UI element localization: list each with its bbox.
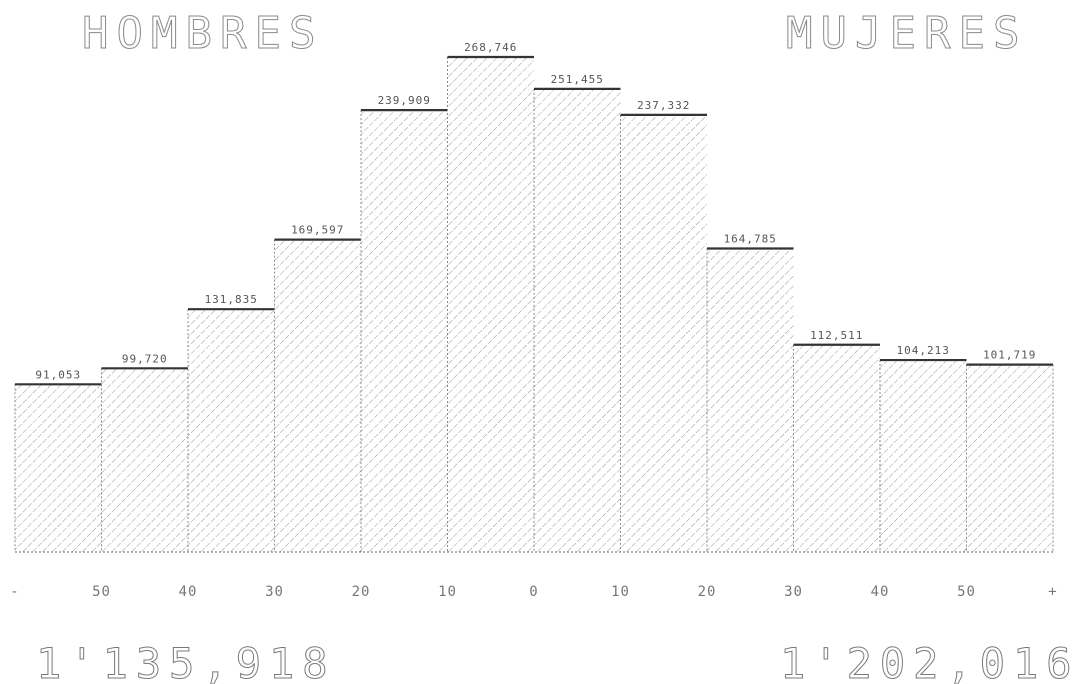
x-tick-label: 50 [957, 584, 976, 600]
bar [706, 247, 794, 553]
x-tick-label: 50 [92, 584, 111, 600]
bar [274, 238, 361, 552]
bar [447, 55, 534, 552]
x-tick-label: 40 [179, 584, 198, 600]
x-tick-label: 0 [529, 584, 538, 600]
bar-value-label: 268,746 [464, 41, 517, 54]
bar [360, 109, 448, 553]
bar [101, 367, 188, 552]
x-tick-label: + [1048, 584, 1057, 600]
bar-value-label: 237,332 [637, 99, 690, 112]
total-right: 1'202,016 [780, 639, 1079, 684]
bar-value-label: 131,835 [205, 293, 258, 306]
bar [187, 308, 275, 552]
bar-value-label: 251,455 [551, 73, 604, 86]
x-tick-label: - [10, 584, 19, 600]
total-left: 1'135,918 [36, 639, 336, 684]
bar-value-label: 91,053 [35, 368, 81, 381]
x-tick-label: 30 [784, 584, 803, 600]
bar [793, 343, 880, 552]
x-axis-ticks: - 50 40 30 20 10 0 10 20 30 40 50 + [10, 584, 1057, 600]
bar-value-label: 99,720 [122, 352, 168, 365]
value-labels: 91,053 99,720 131,835 169,597 239,909 268,746… [35, 41, 1036, 381]
bar-value-label: 239,909 [378, 94, 431, 107]
x-tick-label: 40 [871, 584, 890, 600]
x-tick-label: 30 [265, 584, 284, 600]
bar [533, 87, 621, 552]
bars [14, 55, 1054, 553]
bar-value-label: 104,213 [897, 344, 950, 357]
bar [14, 383, 102, 552]
bar [966, 363, 1054, 552]
x-tick-label: 20 [698, 584, 717, 600]
bar-value-label: 164,785 [724, 232, 777, 245]
bar-value-label: 112,511 [810, 329, 863, 342]
left-title: HOMBRES [82, 8, 323, 59]
x-tick-label: 20 [352, 584, 371, 600]
bar [879, 358, 967, 552]
bar-value-label: 101,719 [983, 349, 1036, 362]
x-tick-label: 10 [438, 584, 457, 600]
bar [620, 113, 707, 552]
x-tick-label: 10 [611, 584, 630, 600]
bar-value-label: 169,597 [291, 224, 344, 237]
right-title: MUJERES [786, 8, 1027, 59]
